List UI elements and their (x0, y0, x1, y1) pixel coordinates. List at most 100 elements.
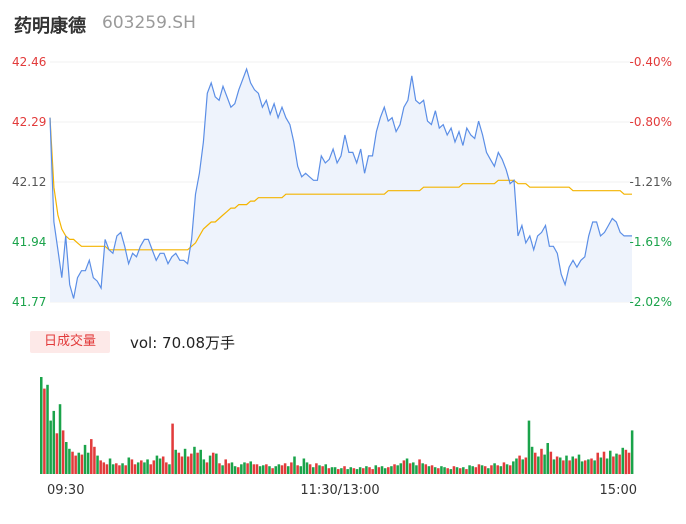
volume-bar (424, 464, 428, 474)
volume-bar (530, 446, 534, 474)
volume-bar (121, 463, 124, 474)
y-tick-left-4: 41.77 (12, 295, 46, 309)
volume-bar (143, 462, 146, 474)
volume-bar (61, 430, 65, 474)
volume-bar (527, 420, 531, 474)
y-tick-right-1: -0.80% (630, 115, 672, 129)
average-price-line (49, 117, 632, 251)
volume-bar (446, 468, 449, 474)
volume-bar (390, 466, 393, 474)
volume-bar (602, 451, 606, 474)
volume-bar (133, 464, 137, 474)
volume-bar (624, 449, 628, 475)
volume-bar (587, 459, 590, 474)
volume-bar (68, 448, 71, 474)
volume-bar (233, 466, 237, 474)
volume-bar (327, 468, 331, 474)
volume-bar (480, 465, 484, 474)
volume-bar (321, 466, 324, 474)
volume-bar (177, 452, 181, 474)
volume-bar (443, 467, 446, 474)
volume-bar (355, 469, 359, 474)
y-tick-right-3: -1.61% (630, 235, 672, 249)
volume-bar (215, 453, 218, 474)
volume-bar (111, 464, 115, 474)
volume-bar (380, 466, 384, 474)
volume-bar (533, 452, 537, 474)
price-line (49, 67, 632, 299)
volume-bar (377, 467, 381, 474)
volume-bar (280, 465, 284, 474)
volume-bar (130, 459, 134, 474)
volume-bar (283, 463, 287, 474)
volume-bar (52, 410, 56, 474)
volume-bar (612, 456, 615, 474)
volume-bar (186, 456, 190, 474)
volume-bar (183, 448, 187, 474)
volume-bar (440, 466, 443, 474)
volume-bar (165, 462, 168, 474)
volume-bar (265, 464, 268, 474)
volume-bar (583, 460, 587, 474)
volume-bar (243, 462, 246, 474)
y-tick-left-1: 42.29 (12, 115, 46, 129)
volume-bar (615, 453, 618, 474)
volume-bar (555, 456, 559, 474)
volume-bars (40, 377, 634, 475)
volume-bar (99, 460, 102, 474)
volume-bar (418, 459, 421, 474)
volume-bar (393, 464, 396, 474)
volume-bar (421, 463, 424, 474)
volume-bar (371, 469, 374, 474)
volume-bar (518, 455, 521, 474)
volume-bar (433, 467, 437, 474)
volume-bar (261, 465, 265, 474)
volume-bar (40, 377, 43, 474)
volume-bar (577, 454, 581, 474)
volume-bar (427, 466, 431, 474)
price-area (50, 69, 632, 302)
volume-bar (458, 468, 462, 474)
volume-bar (568, 460, 571, 474)
volume-bar (149, 464, 152, 474)
volume-bar (368, 467, 371, 474)
volume-bar (205, 462, 209, 474)
volume-bar (199, 449, 202, 475)
volume-bar (71, 451, 74, 474)
volume-bar (136, 462, 140, 474)
x-tick-midday: 11:30/13:00 (300, 483, 379, 498)
volume-bar (171, 423, 174, 474)
volume-bar (180, 456, 184, 474)
volume-bar (115, 463, 118, 474)
volume-bar (627, 452, 631, 474)
volume-bar (274, 466, 277, 474)
volume-bar (333, 467, 337, 474)
volume-bar (402, 460, 406, 474)
volume-bar (343, 466, 346, 474)
volume-bar (74, 455, 77, 474)
volume-bar (352, 468, 356, 474)
volume-bar (168, 464, 171, 474)
volume-bar (80, 454, 84, 474)
volume-bar (412, 462, 415, 474)
volume-bar (502, 462, 506, 474)
volume-bar (127, 457, 131, 474)
volume-bar (346, 469, 349, 474)
volume-bar (108, 458, 112, 474)
volume-bar (152, 460, 156, 474)
volume-bar (124, 465, 127, 474)
volume-bar (562, 460, 565, 474)
volume-bar (299, 466, 303, 474)
volume-bar (465, 469, 468, 474)
volume-bar (483, 466, 487, 474)
volume-bar (218, 463, 221, 474)
volume-bar (362, 468, 365, 474)
volume-bar (202, 459, 206, 474)
volume-bar (462, 467, 465, 474)
volume-bar (230, 462, 234, 474)
volume-bar (383, 468, 387, 474)
volume-bar (236, 467, 240, 474)
volume-bar (618, 454, 621, 474)
volume-bar (543, 454, 546, 474)
y-tick-right-2: -1.21% (630, 175, 672, 189)
